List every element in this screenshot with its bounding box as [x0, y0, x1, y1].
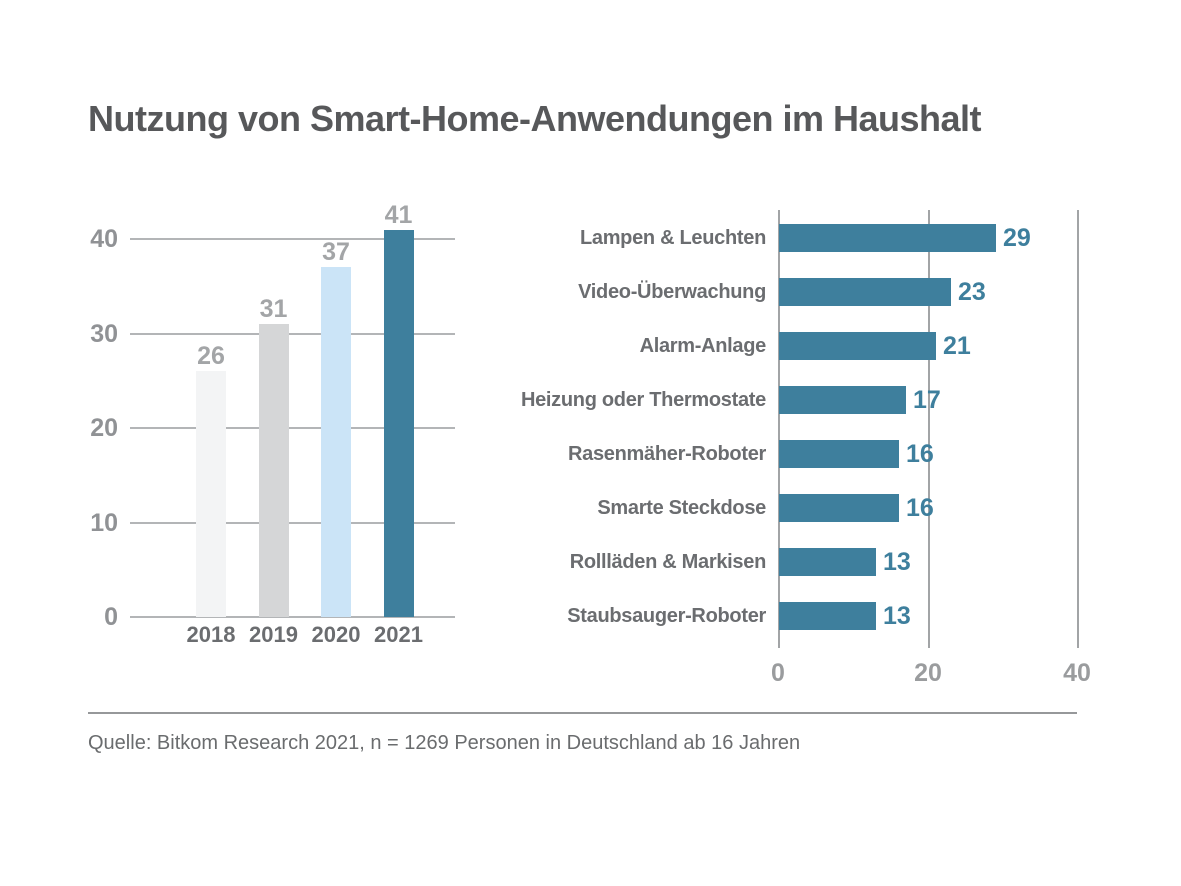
x-axis-tick-label: 0 — [771, 659, 785, 687]
x-axis-tick-label: 20 — [914, 659, 942, 687]
h-bar — [779, 224, 996, 252]
h-bar — [779, 440, 899, 468]
h-gridline — [130, 333, 455, 335]
bar-category-label: Heizung oder Thermostate — [520, 389, 766, 411]
x-axis-tick-label: 40 — [1063, 659, 1091, 687]
column-bar-value-label: 37 — [322, 238, 350, 266]
y-axis-tick-label: 20 — [90, 414, 118, 442]
source-note: Quelle: Bitkom Research 2021, n = 1269 P… — [88, 732, 801, 754]
x-axis-year-label: 2019 — [249, 622, 298, 647]
h-bar — [779, 332, 936, 360]
y-axis-tick-label: 0 — [104, 603, 118, 631]
h-bar-value-label: 21 — [943, 332, 971, 360]
h-bar-value-label: 16 — [906, 494, 934, 522]
bar-category-label: Smarte Steckdose — [597, 497, 766, 519]
h-bar-value-label: 13 — [883, 548, 911, 576]
column-bar-value-label: 26 — [197, 342, 225, 370]
column-bar — [383, 230, 414, 617]
column-bar-value-label: 31 — [259, 295, 288, 323]
x-axis-year-label: 2021 — [374, 622, 423, 647]
h-bar — [779, 386, 906, 414]
bar-category-label: Staubsauger-Roboter — [567, 605, 766, 627]
h-bar-value-label: 29 — [1003, 224, 1031, 252]
h-gridline — [130, 238, 455, 240]
bar-category-label: Alarm-Anlage — [639, 335, 767, 357]
v-gridline — [1077, 210, 1079, 648]
h-bar — [779, 602, 876, 630]
bar-category-label: Video-Überwachung — [578, 281, 766, 303]
y-axis-tick-label: 40 — [90, 225, 118, 253]
y-axis-tick-label: 10 — [90, 509, 118, 537]
h-bar — [779, 278, 951, 306]
bar-category-label: Rasenmäher-Roboter — [568, 443, 766, 465]
chart-title: Nutzung von Smart-Home-Anwendungen im Ha… — [88, 98, 982, 139]
x-axis-year-label: 2018 — [186, 622, 236, 647]
column-bar-value-label: 41 — [384, 201, 413, 229]
h-gridline — [130, 616, 455, 618]
x-axis-year-label: 2020 — [311, 622, 361, 647]
h-bar-value-label: 13 — [883, 602, 911, 630]
h-gridline — [130, 522, 455, 524]
h-bar-value-label: 23 — [958, 278, 986, 306]
column-bar — [258, 324, 289, 617]
bar-category-label: Rollläden & Markisen — [569, 551, 767, 573]
bar-category-label: Lampen & Leuchten — [579, 227, 766, 249]
v-gridline — [778, 210, 780, 648]
footer-divider — [88, 712, 1077, 714]
column-bar — [321, 267, 351, 617]
h-gridline — [130, 427, 455, 429]
v-gridline — [928, 210, 930, 648]
h-bar-value-label: 17 — [913, 386, 941, 414]
h-bar — [779, 494, 899, 522]
column-bar — [196, 371, 226, 617]
h-bar — [779, 548, 876, 576]
y-axis-tick-label: 30 — [90, 320, 118, 348]
h-bar-value-label: 16 — [906, 440, 934, 468]
